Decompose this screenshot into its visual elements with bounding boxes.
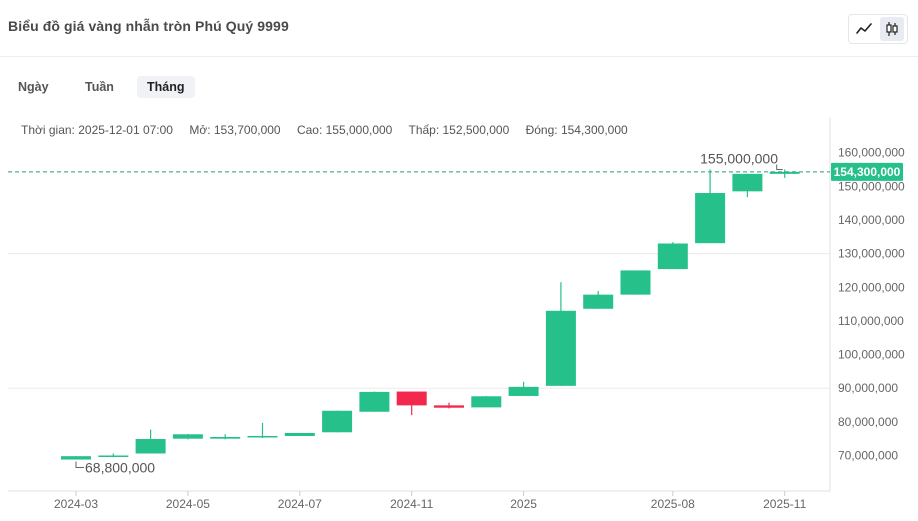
ohlc-low: Thấp: 152,500,000 xyxy=(408,123,510,137)
candle xyxy=(135,439,166,454)
x-tick-label: 2025-11 xyxy=(763,497,806,511)
y-tick-label: 130,000,000 xyxy=(838,247,905,261)
candle xyxy=(172,434,203,439)
candle xyxy=(508,386,539,396)
candle xyxy=(210,436,241,439)
ohlc-info: Thời gian: 2025-12-01 07:00 Mở: 153,700,… xyxy=(21,123,641,137)
candle xyxy=(434,405,464,408)
chart-header: Biểu đồ giá vàng nhẫn tròn Phú Quý 9999 xyxy=(0,0,918,57)
x-tick-label: 2025-08 xyxy=(651,497,695,511)
y-tick-label: 100,000,000 xyxy=(838,348,905,362)
tab-month[interactable]: Tháng xyxy=(137,76,195,98)
candle xyxy=(732,173,763,192)
y-tick-label: 140,000,000 xyxy=(838,213,905,227)
y-tick-label: 80,000,000 xyxy=(838,415,898,429)
y-tick-label: 150,000,000 xyxy=(838,179,905,193)
candle xyxy=(98,455,129,457)
y-tick-label: 110,000,000 xyxy=(838,314,904,328)
line-chart-icon xyxy=(856,23,872,34)
min-marker xyxy=(75,461,84,469)
ohlc-time: Thời gian: 2025-12-01 07:00 xyxy=(21,123,173,137)
tab-day[interactable]: Ngày xyxy=(18,80,49,94)
candlestick-chart-icon xyxy=(886,22,898,36)
x-tick-label: 2024-05 xyxy=(166,497,210,511)
last-price-label: 154,300,000 xyxy=(834,165,901,179)
candle xyxy=(284,432,315,436)
chart-type-toggle xyxy=(848,14,908,44)
candle xyxy=(657,243,688,270)
candle xyxy=(545,310,576,386)
x-tick-label: 2025 xyxy=(510,497,537,511)
y-tick-label: 160,000,000 xyxy=(838,146,905,160)
ohlc-close: Đóng: 154,300,000 xyxy=(525,123,628,137)
candle xyxy=(359,391,390,412)
candlestick-chart-button[interactable] xyxy=(880,17,904,41)
candle xyxy=(247,435,278,438)
x-tick-label: 2024-07 xyxy=(278,497,322,511)
max-price-label: 155,000,000 xyxy=(700,150,778,166)
last-price-tag xyxy=(831,162,903,181)
candle xyxy=(583,294,614,309)
candle xyxy=(396,391,427,406)
x-tick-label: 2024-03 xyxy=(54,497,98,511)
x-tick-label: 2024-11 xyxy=(390,497,433,511)
ohlc-open: Mở: 153,700,000 xyxy=(189,123,281,137)
candle xyxy=(61,456,91,460)
y-tick-label: 90,000,000 xyxy=(838,381,898,395)
line-chart-button[interactable] xyxy=(852,17,876,41)
candle xyxy=(322,410,353,433)
chart-title: Biểu đồ giá vàng nhẫn tròn Phú Quý 9999 xyxy=(8,18,289,34)
y-tick-label: 120,000,000 xyxy=(838,280,905,294)
y-tick-label: 70,000,000 xyxy=(838,449,898,463)
max-marker xyxy=(776,164,783,170)
ohlc-high: Cao: 155,000,000 xyxy=(296,123,393,137)
candle xyxy=(471,396,502,408)
min-price-label: 68,800,000 xyxy=(85,460,155,476)
tab-week[interactable]: Tuần xyxy=(85,80,114,94)
candle xyxy=(769,171,800,174)
candle xyxy=(620,270,651,295)
candle xyxy=(695,193,726,244)
